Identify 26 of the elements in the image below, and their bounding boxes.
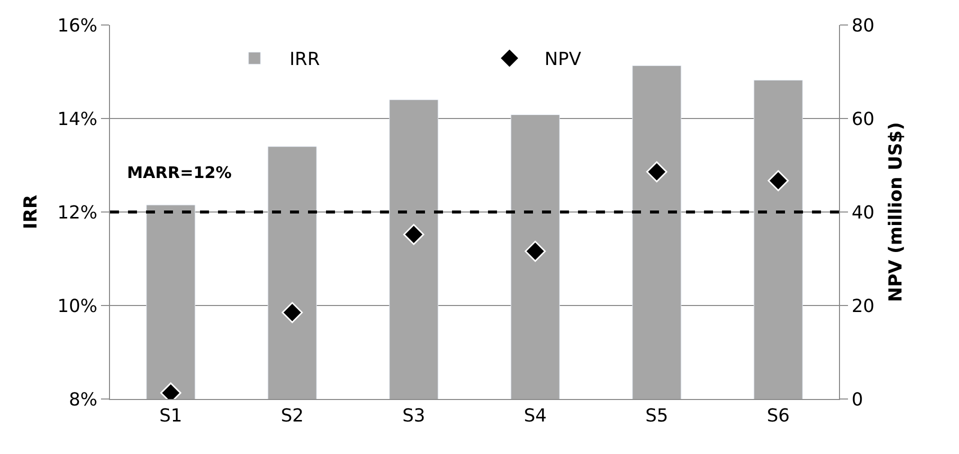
y-tick-label: 10% bbox=[57, 296, 98, 317]
point bbox=[768, 170, 789, 192]
y-tick-label: 14% bbox=[57, 108, 98, 130]
point bbox=[282, 302, 303, 324]
y2-tick-label: 0 bbox=[852, 389, 864, 410]
x-tick-label: S2 bbox=[280, 406, 304, 427]
x-tick-label: S4 bbox=[524, 406, 547, 427]
x-tick-label: S1 bbox=[159, 406, 182, 427]
ref-line-label: MARR=12% bbox=[127, 163, 232, 182]
y-tick-label: 16% bbox=[57, 15, 98, 36]
y2-tick-label: 40 bbox=[852, 202, 875, 224]
y-tick-label: 12% bbox=[57, 202, 98, 224]
y2-axis-title: NPV (million US$) bbox=[886, 122, 907, 302]
legend-label: NPV bbox=[544, 49, 582, 70]
x-tick-label: S6 bbox=[766, 406, 790, 427]
y2-tick-label: 20 bbox=[852, 296, 875, 317]
point bbox=[646, 161, 668, 182]
legend-label: IRR bbox=[290, 49, 320, 70]
y2-tick-label: 80 bbox=[852, 15, 875, 36]
y-axis-title: IRR bbox=[20, 194, 42, 230]
y2-tick-label: 60 bbox=[852, 108, 875, 130]
x-tick-label: S3 bbox=[402, 406, 426, 427]
x-tick-label: S5 bbox=[645, 406, 668, 427]
point bbox=[524, 240, 546, 262]
y-tick-label: 8% bbox=[68, 389, 98, 410]
point bbox=[403, 224, 424, 245]
